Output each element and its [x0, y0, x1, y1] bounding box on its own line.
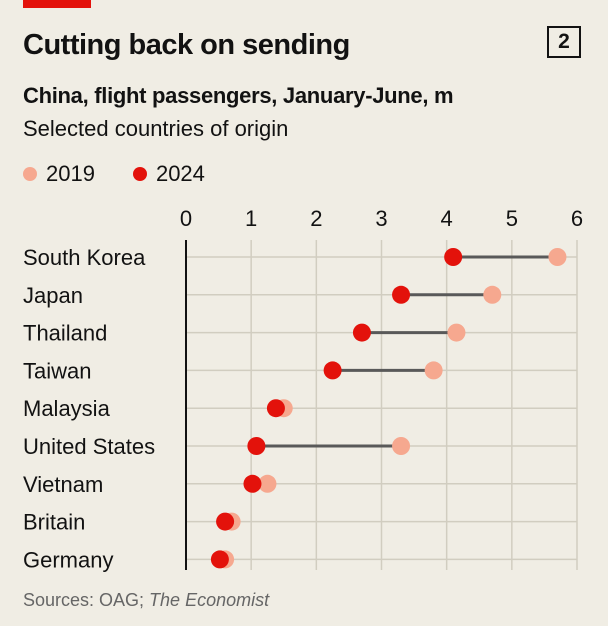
point-2019	[483, 285, 502, 304]
x-tick-label: 3	[375, 206, 387, 231]
x-tick-label: 0	[180, 206, 192, 231]
source-prefix: Sources: OAG;	[23, 590, 150, 610]
category-label: South Korea	[23, 245, 146, 270]
point-2019	[392, 437, 411, 455]
chart-description: Selected countries of origin	[23, 116, 289, 141]
category-label: Japan	[23, 283, 83, 308]
x-tick-label: 1	[245, 206, 257, 231]
chart-number-badge: 2	[547, 26, 581, 58]
legend-label-2019: 2019	[46, 161, 95, 186]
point-2024	[323, 361, 342, 380]
category-label: Germany	[23, 547, 113, 572]
point-2019	[548, 248, 567, 266]
source-note: Sources: OAG; The Economist	[23, 588, 269, 612]
source-publisher: The Economist	[149, 590, 270, 610]
category-label: Thailand	[23, 321, 107, 346]
x-tick-label: 5	[506, 206, 518, 231]
point-2019	[424, 361, 443, 380]
legend-dot-2019	[23, 167, 37, 181]
x-tick-label: 4	[441, 206, 453, 231]
category-label: United States	[23, 434, 155, 459]
legend-item-2024: 2024	[132, 161, 205, 187]
point-2024	[266, 399, 285, 418]
legend-dot-2024	[132, 167, 147, 181]
x-tick-label: 6	[571, 206, 583, 231]
category-label: Vietnam	[23, 472, 103, 497]
category-label: Britain	[23, 510, 85, 535]
category-label: Taiwan	[23, 358, 91, 383]
point-2024	[243, 474, 262, 493]
chart-title: Cutting back on sending	[23, 29, 350, 61]
chart-legend: 2019 2024	[23, 160, 243, 188]
point-2024	[247, 437, 266, 455]
point-2024	[352, 323, 371, 342]
point-2019	[258, 474, 277, 493]
point-2024	[216, 512, 235, 531]
chart-subtitle: China, flight passengers, January-June, …	[23, 83, 454, 108]
category-label: Malaysia	[23, 396, 111, 421]
x-tick-label: 2	[310, 206, 322, 231]
point-2024	[392, 285, 411, 304]
legend-label-2024: 2024	[155, 161, 205, 186]
point-2024	[210, 550, 229, 569]
point-2024	[444, 248, 463, 266]
point-2019	[447, 323, 466, 342]
brand-red-tab	[23, 0, 91, 8]
legend-item-2019: 2019	[23, 161, 95, 187]
